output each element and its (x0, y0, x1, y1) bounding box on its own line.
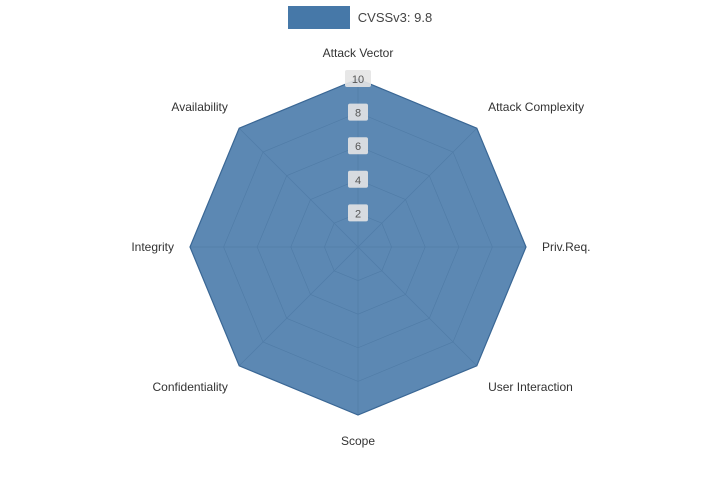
tick-label-8: 8 (355, 108, 361, 120)
tick-box-2 (348, 204, 368, 222)
tick-label-2: 2 (355, 208, 361, 220)
axis-label-attack-complexity: Attack Complexity (488, 100, 584, 114)
tick-box-4 (348, 170, 368, 188)
tick-box-10 (345, 70, 371, 87)
axis-label-confidentiality: Confidentiality (153, 380, 228, 394)
axis-label-scope: Scope (341, 434, 375, 448)
axis-label-attack-vector: Attack Vector (323, 46, 394, 60)
legend: CVSSv3: 9.8 (0, 6, 720, 29)
tick-label-10: 10 (352, 74, 364, 86)
axis-label-availability: Availability (171, 100, 227, 114)
tick-label-6: 6 (355, 141, 361, 153)
axis-label-priv-req-: Priv.Req. (542, 240, 590, 254)
tick-box-6 (348, 137, 368, 155)
axis-label-user-interaction: User Interaction (488, 380, 573, 394)
axis-label-integrity: Integrity (131, 240, 174, 254)
legend-swatch (287, 6, 350, 29)
legend-item-cvss[interactable]: CVSSv3: 9.8 (287, 6, 433, 29)
legend-label: CVSSv3: 9.8 (357, 10, 433, 25)
tick-label-4: 4 (355, 175, 361, 187)
data-series-polygon (189, 78, 527, 416)
tick-box-8 (348, 103, 368, 121)
